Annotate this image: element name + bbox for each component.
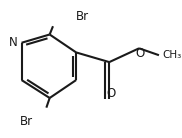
Text: Br: Br — [76, 10, 89, 23]
Text: O: O — [135, 47, 145, 60]
Text: O: O — [106, 87, 116, 100]
Text: CH₃: CH₃ — [162, 50, 181, 60]
Text: Br: Br — [20, 115, 33, 128]
Text: N: N — [9, 36, 18, 49]
